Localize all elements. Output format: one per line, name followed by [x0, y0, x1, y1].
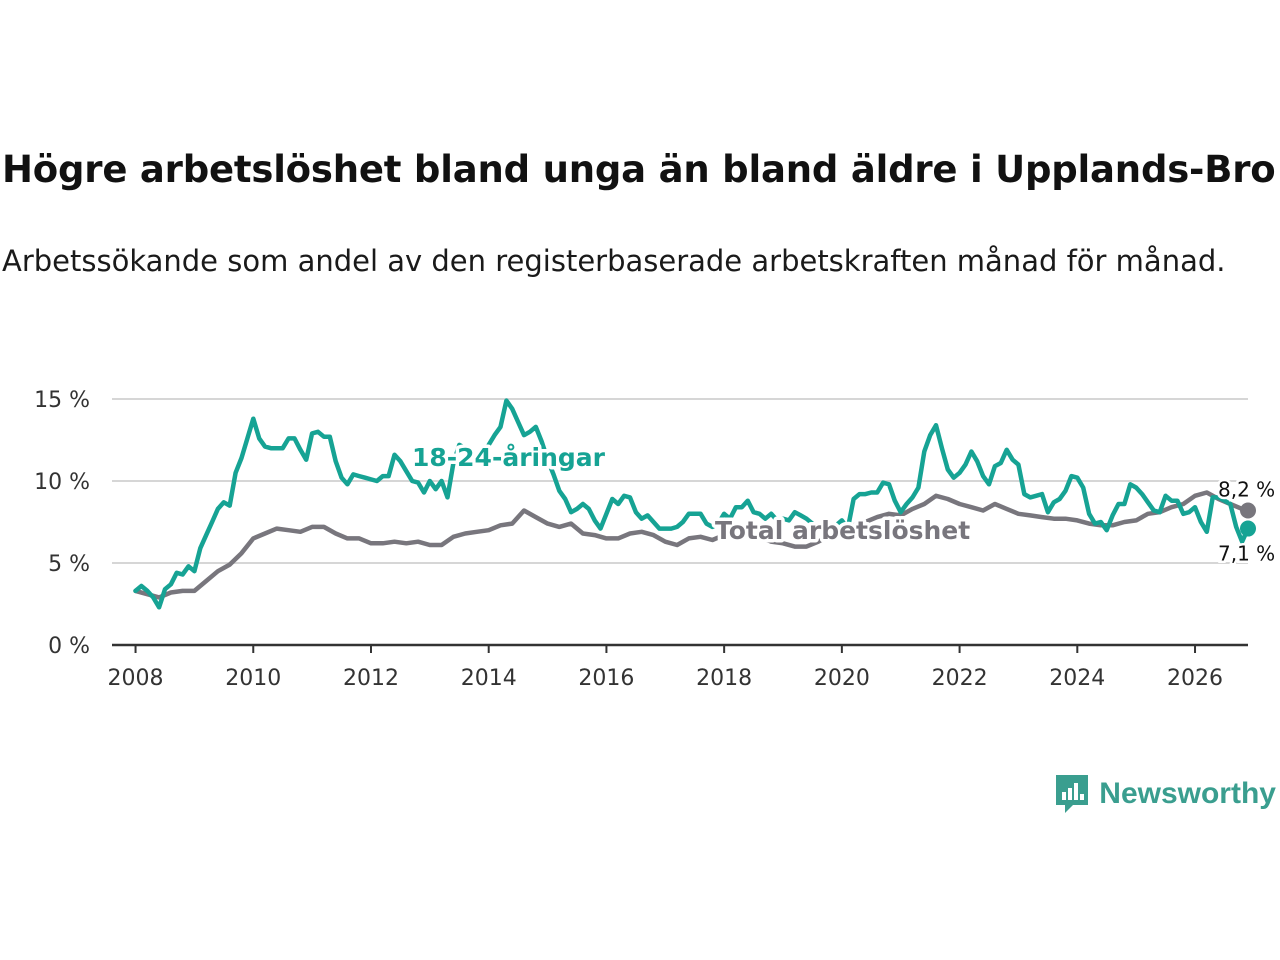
series-label-youth: 18-24-åringar	[412, 443, 606, 472]
y-tick-label: 0 %	[48, 634, 90, 659]
x-tick-label: 2008	[108, 666, 164, 691]
series-labels: 18-24-åringar Total arbetslöshet 8,2 % 7,1 …	[409, 440, 1278, 569]
x-tick-label: 2014	[461, 666, 517, 691]
chart-subtitle: Arbetssökande som andel av den registerb…	[2, 244, 1226, 278]
series-end-point	[1240, 502, 1256, 519]
x-tick-label: 2016	[578, 666, 634, 691]
x-tick-label: 2020	[814, 666, 870, 691]
x-tick-label: 2022	[932, 666, 988, 691]
newsworthy-brand[interactable]: Newsworthy	[1053, 772, 1276, 816]
newsworthy-logo-icon	[1056, 775, 1089, 813]
y-tick-label: 10 %	[34, 470, 90, 495]
grid-lines	[112, 398, 1248, 564]
series-end-point	[1240, 520, 1256, 537]
series-label-total: Total arbetslöshet	[715, 516, 970, 545]
series-lines	[133, 398, 1256, 610]
x-tick-label: 2024	[1049, 666, 1105, 691]
brand-name: Newsworthy	[1099, 777, 1276, 810]
y-tick-label: 15 %	[34, 388, 90, 413]
chart-title: Högre arbetslöshet bland unga än bland ä…	[2, 148, 1276, 191]
series-line-total	[133, 490, 1251, 600]
end-value-total: 8,2 %	[1218, 478, 1275, 502]
x-tick-label: 2018	[696, 666, 752, 691]
x-axis: 2008 2010 2012 2014 2016 2018 2020 2022 2024 2026	[108, 643, 1248, 691]
y-axis-ticks: 0 % 5 % 10 % 15 %	[34, 388, 90, 659]
series-line-youth	[133, 398, 1251, 610]
end-value-youth: 7,1 %	[1218, 542, 1275, 566]
x-tick-label: 2012	[343, 666, 399, 691]
x-tick-label: 2026	[1167, 666, 1223, 691]
x-tick-label: 2010	[225, 666, 281, 691]
y-tick-label: 5 %	[48, 552, 90, 577]
line-chart: 0 %5 %10 %15 % 2008 2010 2012 2014 2016 2018 2…	[34, 388, 1278, 691]
